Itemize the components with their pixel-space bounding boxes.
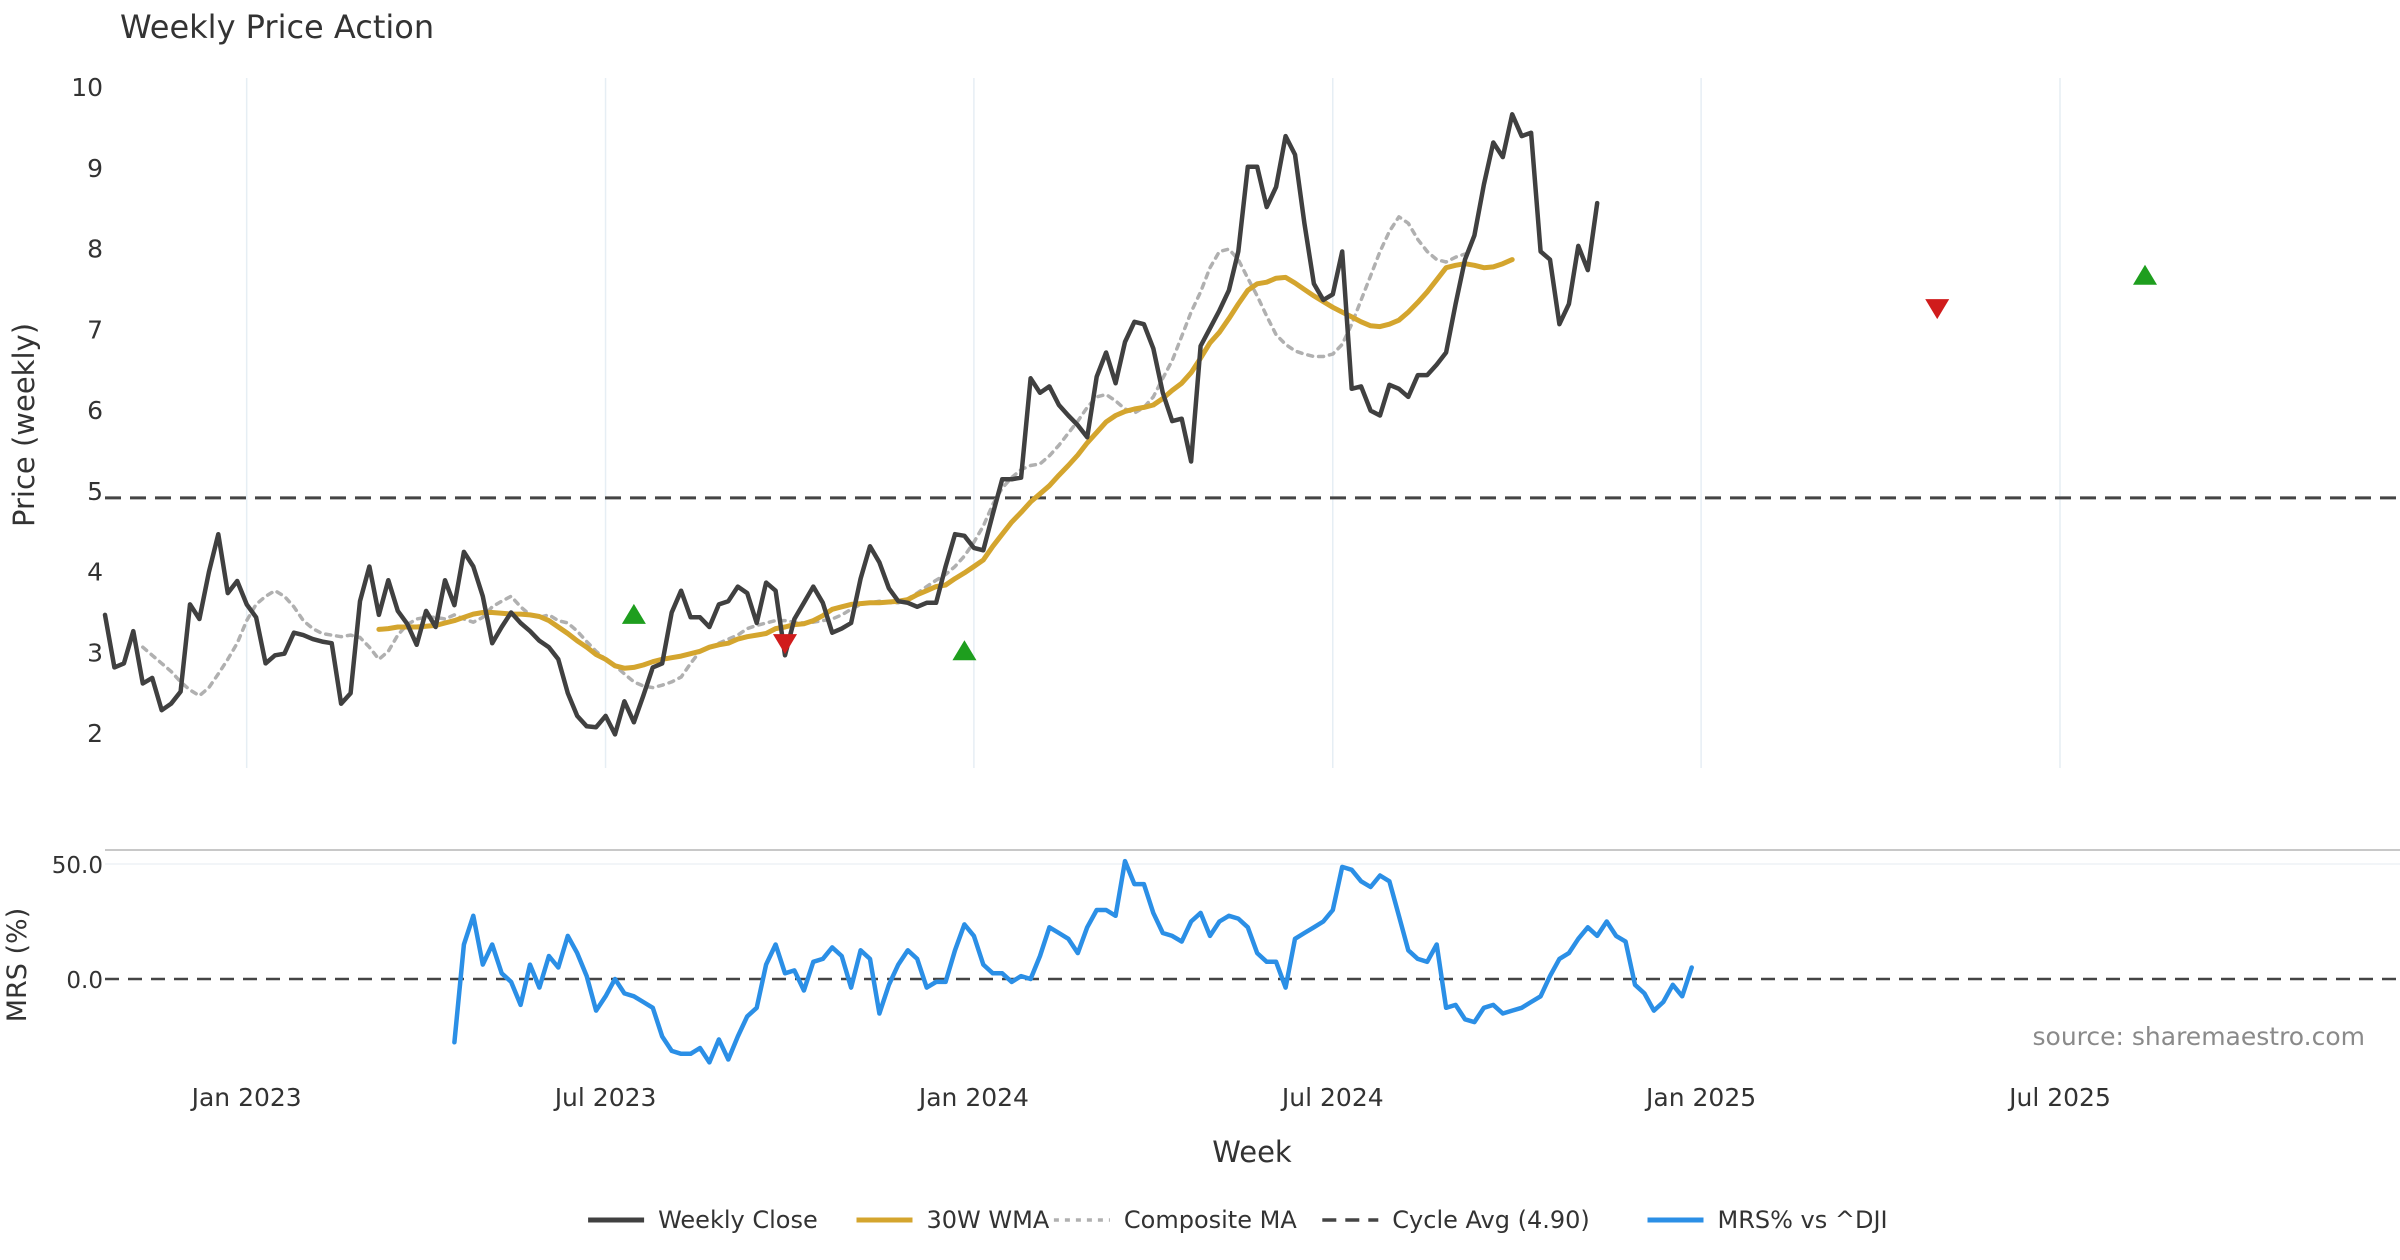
x-axis: Jan 2023 Jul 2023 Jan 2024 Jul 2024 Jan 2025… <box>190 1083 2111 1112</box>
y-tick-label: 2 <box>87 719 103 748</box>
y-tick-label: 9 <box>87 154 103 183</box>
mrs-tick-label: 0.0 <box>66 968 103 994</box>
x-axis-label: Week <box>1212 1135 1292 1169</box>
mrs-axis-label: MRS (%) <box>2 908 33 1023</box>
y-tick-label: 6 <box>87 396 103 425</box>
y-tick-label: 10 <box>71 73 103 102</box>
y-tick-label: 7 <box>87 315 103 344</box>
y-tick-label: 4 <box>87 558 103 587</box>
sell-signal-marker <box>773 634 797 655</box>
mrs-line <box>452 858 1694 1065</box>
legend-label: Cycle Avg (4.90) <box>1392 1206 1589 1234</box>
x-tick-label: Jan 2024 <box>917 1083 1029 1112</box>
mrs-tick-label: 50.0 <box>52 853 103 879</box>
y-tick-label: 5 <box>87 477 103 506</box>
legend-label: Weekly Close <box>658 1206 818 1234</box>
y-tick-label: 3 <box>87 638 103 667</box>
x-tick-label: Jan 2025 <box>1644 1083 1756 1112</box>
buy-signal-marker <box>621 603 646 624</box>
legend-item: Weekly Close <box>588 1206 818 1234</box>
legend-item: MRS% vs ^DJI <box>1647 1206 1888 1234</box>
wma-30w-line <box>376 257 1515 671</box>
legend-label: 30W WMA <box>927 1206 1050 1234</box>
y-tick-label: 8 <box>87 235 103 264</box>
legend-item: Cycle Avg (4.90) <box>1322 1206 1590 1234</box>
x-tick-label: Jul 2023 <box>553 1083 657 1112</box>
buy-signal-marker <box>952 640 977 661</box>
chart-title: Weekly Price Action <box>120 8 434 46</box>
legend: Weekly Close 30W WMA Composite MA Cycle Avg… <box>588 1206 1888 1234</box>
price-panel: 2 3 4 5 6 7 8 9 10 Price (weekly) <box>7 73 2400 768</box>
legend-item: 30W WMA <box>856 1206 1050 1234</box>
x-tick-label: Jul 2024 <box>1280 1083 1384 1112</box>
buy-signal-marker <box>2133 264 2157 285</box>
weekly-close-line <box>102 112 1600 737</box>
sell-signal-marker <box>1925 299 1950 320</box>
y-axis-label: Price (weekly) <box>7 323 41 527</box>
x-tick-label: Jul 2025 <box>2007 1083 2111 1112</box>
x-tick-label: Jan 2023 <box>190 1083 302 1112</box>
mrs-panel: 0.0 50.0 MRS (%) <box>2 849 2400 1065</box>
legend-item: Composite MA <box>1053 1206 1297 1234</box>
legend-label: MRS% vs ^DJI <box>1718 1206 1888 1234</box>
legend-label: Composite MA <box>1124 1206 1297 1234</box>
source-note: source: sharemaestro.com <box>2033 1022 2366 1051</box>
